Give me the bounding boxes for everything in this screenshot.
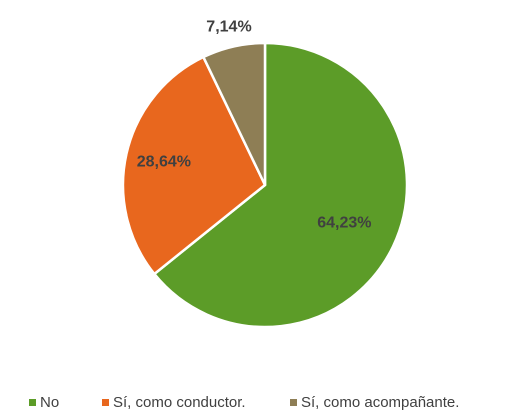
legend-label: No [40, 394, 59, 411]
legend-marker [29, 399, 36, 406]
legend-label: Sí, como acompañante. [301, 394, 459, 411]
legend-label: Sí, como conductor. [113, 394, 246, 411]
pie-slice [202, 41, 267, 187]
pie-slice [153, 41, 409, 329]
legend-marker [290, 399, 297, 406]
data-label: 64,23% [317, 214, 371, 231]
data-label: 28,64% [137, 153, 191, 170]
data-label: 7,14% [206, 18, 251, 35]
legend-marker [102, 399, 109, 406]
